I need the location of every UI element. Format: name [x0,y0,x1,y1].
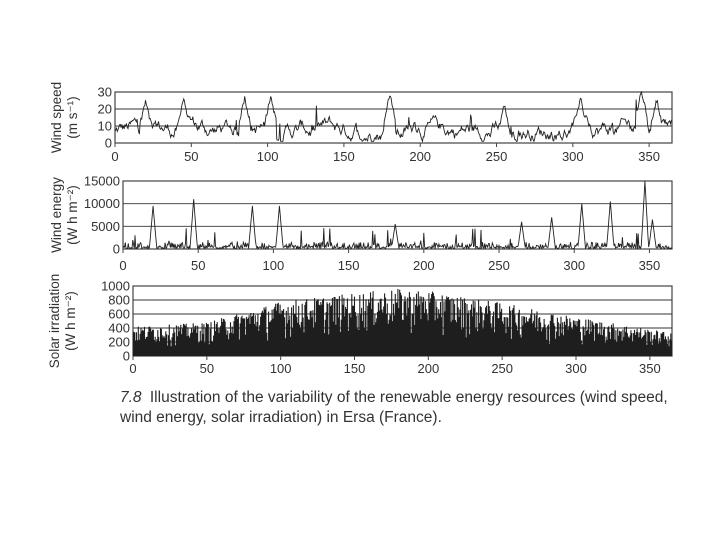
y-tick-label: 800 [108,293,130,308]
x-tick-label: 0 [111,149,118,164]
x-tick-label: 300 [562,149,584,164]
y-tick-label: 10000 [84,196,120,211]
y-axis-label: Wind speed [49,82,64,153]
y-tick-label: 0 [105,136,112,151]
x-tick-label: 50 [191,258,205,273]
x-tick-label: 50 [184,149,198,164]
y-axis-label: Solar irradiation [47,274,62,369]
x-tick-label: 150 [338,258,360,273]
caption-figure-number: 7.8 [120,389,142,406]
x-tick-label: 250 [488,258,510,273]
y-axis-label: Wind energy [49,177,64,253]
y-tick-label: 15000 [84,174,120,189]
x-tick-label: 100 [263,258,285,273]
x-tick-label: 100 [270,361,292,376]
x-tick-label: 300 [565,361,587,376]
x-tick-label: 300 [563,258,585,273]
y-tick-label: 5000 [91,219,120,234]
y-tick-label: 400 [108,321,130,336]
chart-panel-2: 0 5000 10000 15000 0 50 100 150 200 250 300 350 Wind… [49,174,673,273]
plot-frame [114,91,673,144]
x-tick-label: 50 [200,361,214,376]
y-tick-label: 1000 [101,279,130,294]
solar-irradiation-bars [133,289,672,356]
x-tick-label: 350 [639,361,661,376]
y-axis-unit: (W h m⁻²) [65,185,80,245]
x-tick-label: 150 [344,361,366,376]
y-tick-label: 600 [108,307,130,322]
y-axis-unit: (m s⁻¹) [65,96,80,138]
y-tick-label: 10 [98,119,112,134]
x-tick-label: 100 [257,149,279,164]
x-tick-label: 350 [639,258,661,273]
x-tick-label: 200 [413,258,435,273]
caption-text: Illustration of the variability of the r… [120,389,668,426]
x-tick-label: 250 [486,149,508,164]
x-tick-label: 250 [491,361,513,376]
plot-frame [122,180,673,250]
y-axis-unit: (W h m⁻²) [63,291,78,351]
y-tick-label: 0 [123,349,130,364]
wind-energy-series [123,180,672,249]
x-tick-label: 200 [417,361,439,376]
x-tick-label: 350 [638,149,660,164]
figure-caption: 7.8 Illustration of the variability of t… [120,388,680,428]
x-tick-label: 0 [129,361,136,376]
x-tick-label: 150 [333,149,355,164]
x-tick-label: 0 [119,258,126,273]
wind-speed-series [115,91,672,143]
y-tick-label: 0 [113,242,120,257]
x-tick-label: 200 [409,149,431,164]
y-tick-label: 30 [98,85,112,100]
y-tick-label: 20 [98,102,112,117]
y-tick-label: 200 [108,335,130,350]
